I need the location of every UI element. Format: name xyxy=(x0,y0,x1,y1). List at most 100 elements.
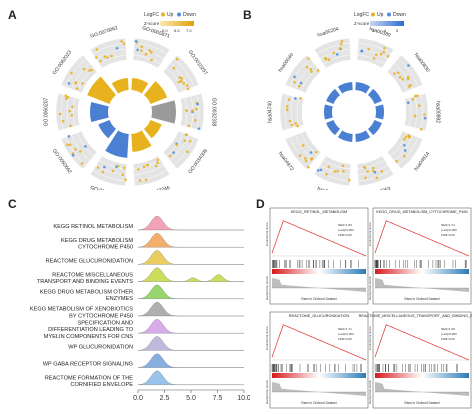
gene-dot xyxy=(314,150,318,154)
gsea-title: REACTOME_GLUCURONIDATION xyxy=(289,314,350,318)
gene-dot xyxy=(367,47,371,51)
track-gridline xyxy=(390,132,408,157)
gsea-ylabel2: Ranked list metric xyxy=(266,380,269,404)
ridge-label: TRANSPORT AND BINDING EVENTS xyxy=(37,279,133,285)
ridge-label: BY CYTOCHROME P450 xyxy=(69,313,133,319)
gsea-plot: REACTOME_GLUCURONIDATION Enrichment Score… xyxy=(266,311,369,409)
legend-z-tick: 3 xyxy=(372,28,375,33)
gene-dot xyxy=(94,56,98,59)
gene-dot xyxy=(81,82,84,85)
gene-dot xyxy=(423,116,427,120)
track-gridline xyxy=(166,67,184,92)
legend-up-label: Up xyxy=(167,12,174,18)
track-gridline xyxy=(358,169,392,182)
gene-dot xyxy=(293,80,296,84)
gene-dot xyxy=(79,150,82,153)
track-gridline xyxy=(397,58,419,87)
gene-dot xyxy=(197,127,201,130)
gene-dot xyxy=(419,127,423,131)
gene-dot xyxy=(136,48,139,52)
ridge-density xyxy=(137,215,244,231)
gene-dot xyxy=(325,172,328,176)
gsea-rank-metric xyxy=(375,382,469,396)
gene-dot xyxy=(68,143,72,147)
gene-dot xyxy=(90,68,94,72)
gene-dot xyxy=(364,176,367,180)
term-track xyxy=(60,130,98,170)
legend-z-tick: 6.5 xyxy=(174,28,180,33)
track-gridline xyxy=(99,159,127,170)
legend-zscore-gradient xyxy=(370,21,404,26)
gene-dot xyxy=(148,49,151,52)
gene-dot xyxy=(403,154,406,158)
gene-dot xyxy=(335,53,339,56)
ridge-label: KEGG METABOLISM OF XENOBIOTICS xyxy=(30,307,133,313)
gene-dot xyxy=(75,87,79,90)
gene-dot xyxy=(362,165,366,169)
gsea-rank-metric xyxy=(272,278,366,292)
track-gridline xyxy=(420,94,424,130)
gene-dot xyxy=(88,69,91,72)
gene-dot xyxy=(287,98,291,101)
panel-a-ring: GO:0005871GO:0010257GO:0032338GO:0034308… xyxy=(43,25,216,190)
term-bar xyxy=(143,120,162,139)
track-gridline xyxy=(173,137,195,166)
gene-dot xyxy=(140,45,144,48)
gene-dot xyxy=(68,109,71,113)
gene-dot xyxy=(342,169,345,173)
gsea-xlabel: Rank in Ordered Dataset xyxy=(404,297,439,301)
track-gridline xyxy=(196,94,200,130)
legend-logfc-label: LogFC xyxy=(144,12,159,18)
gene-dot xyxy=(396,71,400,75)
gsea-plot: REACTOME_MISCELLANEOUS_TRANSPORT_AND_BIN… xyxy=(359,311,472,409)
term-track xyxy=(404,93,429,131)
gene-dot xyxy=(417,104,421,107)
panel-a-circular-plot: LogFC Up Down Z-score 6.0 6.5 7.0 GO:000… xyxy=(43,12,216,190)
gene-dot xyxy=(372,57,376,60)
gene-dot xyxy=(338,47,342,50)
gene-dot xyxy=(121,173,125,177)
gsea-rank-metric xyxy=(375,278,469,292)
gsea-stat: p.adj=0.000 xyxy=(338,228,354,232)
term-label: GO:0047006 xyxy=(89,185,118,190)
track-gridline xyxy=(76,67,94,92)
gene-dot xyxy=(191,109,194,112)
track-gridline xyxy=(300,67,318,92)
track-gridline xyxy=(397,137,419,166)
gsea-stat: FDR=0.00 xyxy=(338,337,352,341)
gene-dot xyxy=(398,75,402,79)
ridge-label: KEGG DRUG METABOLISM OTHER xyxy=(40,290,133,296)
ridge-label: KEGG RETINOL METABOLISM xyxy=(53,224,133,230)
gene-dot xyxy=(413,94,417,98)
term-bar xyxy=(131,78,149,94)
term-bar xyxy=(367,120,382,136)
gsea-es-curve xyxy=(374,220,470,257)
x-tick-label: 2.5 xyxy=(160,395,170,402)
track-gridline xyxy=(295,63,315,90)
term-bar xyxy=(326,120,341,136)
term-label: GO:0042246 xyxy=(142,185,171,190)
gene-dot xyxy=(186,150,189,154)
gene-dot xyxy=(316,169,320,172)
ridge-label: REACTOME MISCELLANEOUS xyxy=(52,272,133,278)
track-gridline xyxy=(65,137,87,166)
gene-dot xyxy=(307,165,310,169)
gene-dot xyxy=(327,165,331,169)
ridge-label: ENZYMES xyxy=(106,296,133,302)
term-track xyxy=(132,155,171,187)
gene-dot xyxy=(379,52,383,56)
track-gridline xyxy=(65,58,87,87)
gene-dot xyxy=(70,113,74,117)
gene-dot xyxy=(296,124,299,128)
track-gridline xyxy=(323,159,351,170)
gsea-rank-bar xyxy=(375,269,469,274)
gene-dot xyxy=(66,143,69,147)
gsea-stat: p.adj=0.000 xyxy=(441,332,457,336)
gsea-title: KEGG_RETINOL_METABOLISM xyxy=(291,210,347,214)
gene-dot xyxy=(71,153,75,157)
gene-dot xyxy=(58,112,62,116)
gene-dot xyxy=(310,70,313,73)
gene-dot xyxy=(319,168,323,172)
gene-dot xyxy=(67,135,71,138)
